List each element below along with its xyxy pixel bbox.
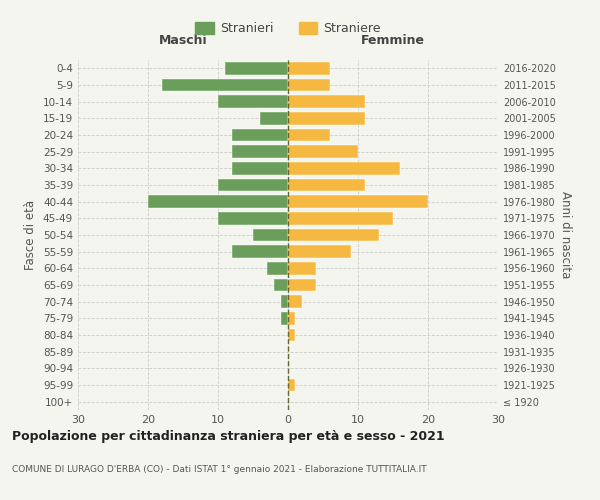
Bar xyxy=(288,262,316,274)
Bar xyxy=(232,162,288,174)
Bar xyxy=(260,112,288,124)
Text: Maschi: Maschi xyxy=(158,34,208,46)
Bar xyxy=(288,179,365,192)
Text: Popolazione per cittadinanza straniera per età e sesso - 2021: Popolazione per cittadinanza straniera p… xyxy=(12,430,445,443)
Bar xyxy=(288,379,295,391)
Bar xyxy=(288,112,365,124)
Bar xyxy=(218,212,288,224)
Bar xyxy=(225,62,288,74)
Bar xyxy=(288,146,358,158)
Bar xyxy=(148,196,288,208)
Bar xyxy=(281,312,288,324)
Bar xyxy=(288,212,393,224)
Bar xyxy=(218,96,288,108)
Bar xyxy=(232,146,288,158)
Y-axis label: Fasce di età: Fasce di età xyxy=(25,200,37,270)
Bar xyxy=(288,229,379,241)
Bar xyxy=(288,296,302,308)
Bar xyxy=(288,329,295,341)
Bar xyxy=(288,79,330,92)
Bar xyxy=(288,312,295,324)
Bar xyxy=(288,196,428,208)
Bar xyxy=(218,179,288,192)
Bar xyxy=(288,129,330,141)
Bar xyxy=(162,79,288,92)
Text: COMUNE DI LURAGO D'ERBA (CO) - Dati ISTAT 1° gennaio 2021 - Elaborazione TUTTITA: COMUNE DI LURAGO D'ERBA (CO) - Dati ISTA… xyxy=(12,465,427,474)
Bar xyxy=(288,162,400,174)
Bar xyxy=(267,262,288,274)
Bar xyxy=(274,279,288,291)
Legend: Stranieri, Straniere: Stranieri, Straniere xyxy=(190,18,386,40)
Bar xyxy=(288,279,316,291)
Bar xyxy=(288,96,365,108)
Bar xyxy=(281,296,288,308)
Bar xyxy=(288,62,330,74)
Bar xyxy=(232,246,288,258)
Bar xyxy=(253,229,288,241)
Y-axis label: Anni di nascita: Anni di nascita xyxy=(559,192,572,278)
Bar xyxy=(232,129,288,141)
Bar xyxy=(288,246,351,258)
Text: Femmine: Femmine xyxy=(361,34,425,46)
